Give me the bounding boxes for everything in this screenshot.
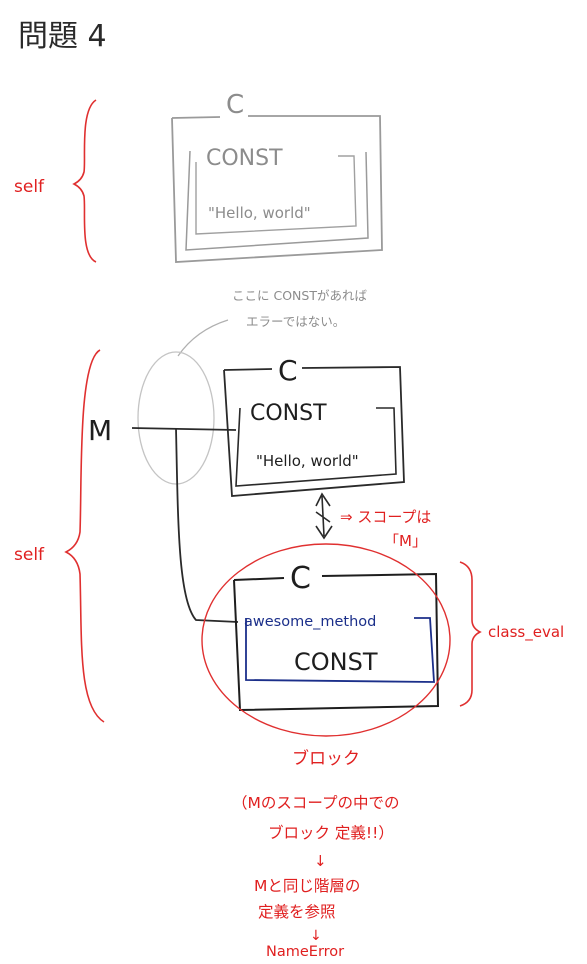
module-class-frame	[223, 366, 405, 497]
grey-note-line2: エラーではない。	[246, 314, 345, 329]
explanation-arrow2: ↓	[310, 928, 322, 944]
top-class-outer-frame	[171, 115, 383, 263]
class-eval-label: class_eval	[488, 623, 564, 642]
eval-method-name: awesome_method	[244, 614, 376, 630]
module-const-label: CONST	[250, 401, 327, 426]
explanation-line3: Mと同じ階層の	[254, 877, 360, 895]
top-self-brace	[72, 99, 97, 263]
eval-class-box: C awesome_method CONST	[233, 561, 440, 712]
module-m: M	[88, 414, 239, 623]
grey-note-line1: ここに CONSTがあれば	[232, 288, 367, 303]
eval-method-frame	[245, 617, 435, 683]
class-eval-brace	[459, 561, 482, 707]
top-const-label: CONST	[206, 146, 283, 171]
module-hello-value: "Hello, world"	[256, 452, 359, 470]
module-connector-line	[131, 427, 237, 431]
explanation-line1: （Mのスコープの中での	[232, 794, 399, 812]
block-circle	[201, 543, 451, 737]
explanation: （Mのスコープの中での ブロック 定義!!） ↓ Mと同じ階層の 定義を参照 ↓…	[232, 794, 399, 960]
grey-note-pointer	[177, 319, 229, 357]
module-const-frame	[235, 407, 397, 487]
scope-arrow-line	[315, 492, 333, 540]
module-class-box: C CONST "Hello, world"	[223, 354, 405, 497]
top-class-name: C	[226, 90, 244, 120]
module-self-brace	[64, 349, 105, 723]
explanation-line5: NameError	[266, 944, 344, 960]
top-const-inner-frame	[195, 155, 357, 235]
eval-class-frame	[233, 572, 440, 712]
module-name: M	[88, 414, 112, 447]
explanation-line4: 定義を参照	[258, 903, 336, 921]
grey-note: ここに CONSTがあれば エラーではない。	[137, 288, 367, 485]
eval-class-name: C	[290, 561, 311, 596]
block-label: ブロック	[292, 748, 360, 769]
top-hello-value: "Hello, world"	[208, 204, 311, 222]
top-class-box: C CONST "Hello, world"	[171, 90, 383, 263]
explanation-arrow1: ↓	[314, 852, 327, 870]
top-self-scope: self	[14, 99, 97, 263]
scope-note-line1: ⇒ スコープは	[340, 508, 431, 526]
module-branch-line	[175, 427, 239, 623]
module-class-name: C	[278, 354, 298, 387]
class-eval-scope: class_eval	[459, 561, 564, 707]
scope-highlight-ellipse	[137, 351, 215, 485]
module-self-label: self	[14, 545, 45, 565]
scope-note-line2: 「M」	[384, 532, 427, 550]
top-const-frame	[185, 150, 369, 251]
page-title: 問題 4	[18, 19, 107, 54]
explanation-line2: ブロック 定義!!）	[268, 823, 394, 842]
scope-arrow: ⇒ スコープは 「M」	[315, 492, 431, 550]
module-self-scope: self	[14, 349, 105, 723]
eval-const-ref: CONST	[294, 648, 378, 676]
top-self-label: self	[14, 177, 45, 197]
